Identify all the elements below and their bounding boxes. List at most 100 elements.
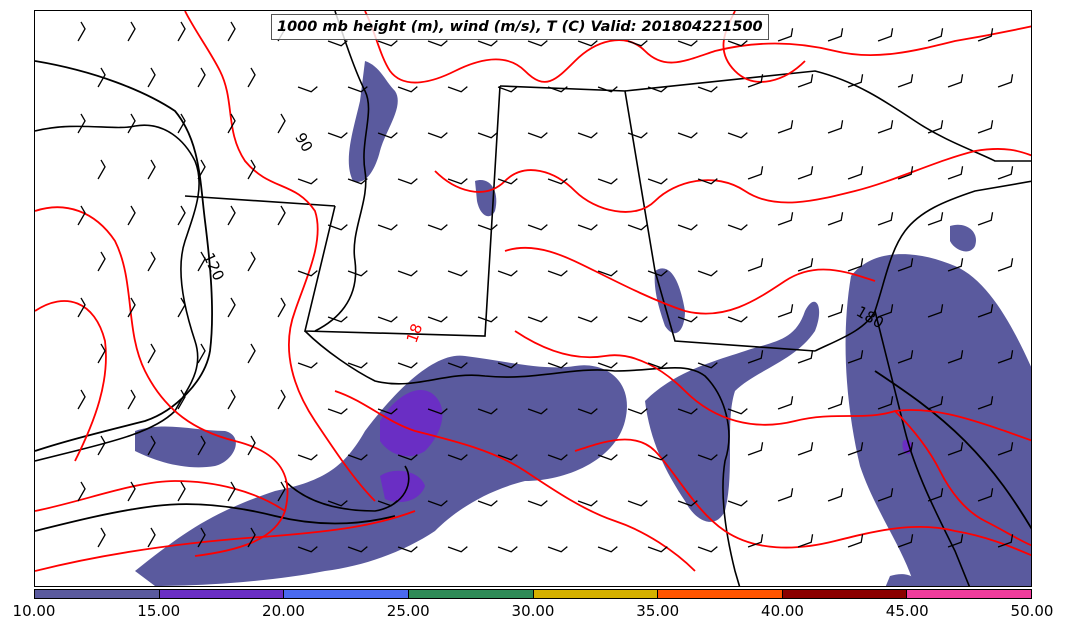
wind-barb-icon — [627, 500, 648, 507]
wind-barb-icon — [197, 435, 206, 456]
wind-barb-icon — [447, 178, 468, 185]
wind-barb-icon — [97, 435, 106, 456]
wind-barb-icon — [227, 21, 236, 42]
wind-barb-icon — [777, 396, 794, 410]
wind-barb-icon — [777, 212, 794, 226]
wind-speed-fill — [135, 61, 1031, 586]
wind-barb-icon — [697, 362, 718, 369]
wind-barb-icon — [497, 270, 518, 277]
wind-barb-icon — [77, 297, 86, 318]
wind-barb-icon — [777, 304, 794, 318]
wind-barb-icon — [977, 396, 994, 410]
wind-barb-icon — [447, 454, 468, 461]
colorbar-tick-label: 20.00 — [262, 602, 305, 620]
wind-barb-icon — [947, 442, 964, 456]
wind-barb-icon — [797, 258, 814, 272]
wind-barb-icon — [397, 454, 418, 461]
wind-barb-icon — [247, 343, 256, 364]
wind-barb-icon — [597, 362, 618, 369]
wind-barb-icon — [177, 481, 186, 502]
wind-barb-icon — [227, 113, 236, 134]
wind-barb-icon — [77, 389, 86, 410]
wind-barb-icon — [197, 527, 206, 548]
wind-barb-icon — [97, 159, 106, 180]
wind-barb-icon — [227, 297, 236, 318]
wind-barb-icon — [877, 212, 894, 226]
wind-barb-icon — [797, 74, 814, 88]
colorbar-tick-label: 10.00 — [12, 602, 56, 620]
wind-barb-icon — [847, 74, 864, 88]
wind-barb-icon — [77, 481, 86, 502]
wind-barb-icon — [97, 67, 106, 88]
wind-barb-icon — [177, 297, 186, 318]
wind-barb-icon — [877, 28, 894, 42]
wind-barb-icon — [747, 166, 764, 180]
wind-barb-icon — [827, 396, 844, 410]
map-panel: 90 120 180 18 — [34, 10, 1032, 587]
wind-barb-icon — [597, 546, 618, 553]
wind-barb-icon — [997, 74, 1014, 88]
wind-barb-icon — [777, 28, 794, 42]
wind-barb-icon — [747, 442, 764, 456]
wind-barb-icon — [597, 86, 618, 93]
wind-barb-icon — [847, 534, 864, 548]
wind-barb-icon — [577, 132, 598, 139]
wind-barb-icon — [247, 67, 256, 88]
wind-barb-icon — [947, 258, 964, 272]
wind-barb-icon — [397, 178, 418, 185]
wind-barb-icon — [927, 488, 944, 502]
wind-barb-icon — [997, 350, 1014, 364]
wind-barb-icon — [927, 212, 944, 226]
wind-barb-icon — [827, 28, 844, 42]
wind-barb-icon — [627, 224, 648, 231]
wind-barb-icon — [127, 389, 136, 410]
wind-barb-icon — [347, 178, 368, 185]
wind-barb-icon — [477, 224, 498, 231]
colorbar-segment — [782, 590, 908, 598]
wind-barb-icon — [577, 408, 598, 415]
wind-barb-icon — [547, 270, 568, 277]
colorbar-segment — [533, 590, 659, 598]
wind-barb-icon — [427, 316, 448, 323]
wind-barb-icon — [197, 343, 206, 364]
wind-barb-icon — [147, 343, 156, 364]
wind-barb-icon — [147, 159, 156, 180]
wind-barb-icon — [727, 500, 748, 507]
wind-barb-icon — [947, 166, 964, 180]
wind-barb-icon — [897, 74, 914, 88]
wind-barb-icon — [527, 316, 548, 323]
wind-barb-icon — [447, 546, 468, 553]
wind-barb-icon — [997, 166, 1014, 180]
colorbar-segment — [284, 590, 409, 598]
wind-barb-icon — [427, 500, 448, 507]
wind-barb-icon — [577, 224, 598, 231]
wind-barb-icon — [627, 40, 648, 47]
wind-barb-icon — [497, 454, 518, 461]
wind-barb-icon — [197, 251, 206, 272]
wind-barb-icon — [147, 435, 156, 456]
wind-barb-icon — [877, 488, 894, 502]
wind-barb-icon — [897, 258, 914, 272]
colorbar-tick-label: 30.00 — [511, 602, 555, 620]
colorbar-tick-label: 40.00 — [761, 602, 804, 620]
wind-barb-icon — [897, 350, 914, 364]
wind-barb-icon — [397, 270, 418, 277]
wind-barb-icon — [97, 343, 106, 364]
wind-barb-icon — [147, 527, 156, 548]
wind-barb-icon — [477, 316, 498, 323]
wind-barb-icon — [927, 120, 944, 134]
wind-barb-icon — [977, 212, 994, 226]
colorbar-segment — [907, 590, 1031, 598]
wind-barb-icon — [127, 297, 136, 318]
wind-barb-icon — [77, 113, 86, 134]
wind-barb-icon — [597, 270, 618, 277]
height-label-90: 90 — [291, 130, 316, 156]
wind-barb-icon — [747, 258, 764, 272]
colorbar-tick-label: 35.00 — [636, 602, 680, 620]
wind-barb-icon — [277, 205, 286, 226]
wind-barb-icon — [347, 454, 368, 461]
wind-barb-icon — [897, 442, 914, 456]
wind-barb-icon — [527, 500, 548, 507]
wind-barb-icon — [677, 500, 698, 507]
wind-barb-icon — [277, 297, 286, 318]
